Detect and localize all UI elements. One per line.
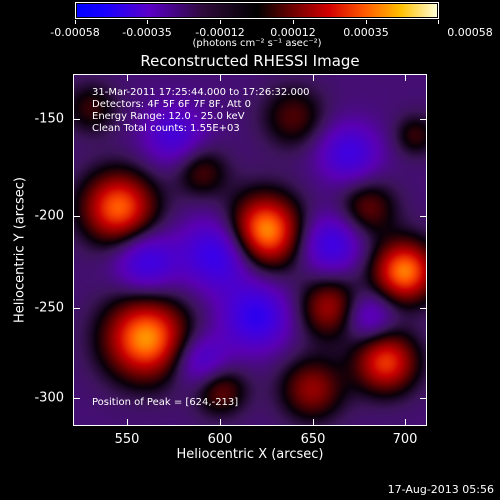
colorbar-gradient (77, 4, 437, 17)
colorbar-units: (photons cm⁻² s⁻¹ asec⁻²) (192, 38, 322, 49)
x-tick-label: 550 (114, 432, 140, 447)
colorbar-tick (293, 20, 294, 24)
y-tick (420, 398, 427, 399)
x-tick-label: 700 (392, 432, 418, 447)
x-tick (127, 419, 128, 426)
colorbar-tick (438, 20, 439, 24)
y-tick (420, 308, 427, 309)
x-tick-label: 650 (300, 432, 326, 447)
x-tick-label: 600 (207, 432, 233, 447)
heatmap-image (74, 75, 426, 425)
colorbar (75, 2, 439, 19)
x-tick (313, 74, 314, 81)
x-tick (313, 419, 314, 426)
colorbar-tick (75, 20, 76, 24)
colorbar-label: 0.00012 (270, 26, 316, 39)
colorbar-label: 0.00058 (447, 26, 493, 39)
clean-counts-annotation: Clean Total counts: 1.55E+03 (92, 123, 240, 134)
x-tick (405, 74, 406, 81)
plot-area: 31-Mar-2011 17:25:44.000 to 17:26:32.000… (73, 74, 427, 426)
x-tick (220, 74, 221, 81)
colorbar-label: 0.00035 (343, 26, 389, 39)
y-tick (73, 308, 80, 309)
x-tick (220, 419, 221, 426)
colorbar-tick (147, 20, 148, 24)
y-tick (420, 216, 427, 217)
colorbar-label: -0.00058 (50, 26, 100, 39)
colorbar-tick (366, 20, 367, 24)
y-tick (420, 119, 427, 120)
colorbar-tick (220, 20, 221, 24)
y-tick-label: -300 (34, 390, 64, 406)
y-tick-label: -150 (34, 111, 64, 127)
plot-title: Reconstructed RHESSI Image (140, 52, 360, 70)
energy-range-annotation: Energy Range: 12.0 - 25.0 keV (92, 111, 245, 122)
y-tick-label: -200 (34, 208, 64, 224)
x-tick (405, 419, 406, 426)
peak-position-annotation: Position of Peak = [624,-213] (92, 397, 239, 408)
y-tick-label: -250 (34, 300, 64, 316)
colorbar-label: -0.00012 (195, 26, 245, 39)
footer-date: 17-Aug-2013 05:56 (387, 483, 494, 496)
x-tick (127, 74, 128, 81)
y-axis-title: Heliocentric Y (arcsec) (12, 177, 28, 323)
y-tick (73, 119, 80, 120)
y-tick (73, 216, 80, 217)
time-range-annotation: 31-Mar-2011 17:25:44.000 to 17:26:32.000 (92, 87, 310, 98)
y-tick (73, 398, 80, 399)
x-axis-title: Heliocentric X (arcsec) (176, 447, 324, 462)
detectors-annotation: Detectors: 4F 5F 6F 7F 8F, Att 0 (92, 99, 252, 110)
colorbar-label: -0.00035 (122, 26, 172, 39)
